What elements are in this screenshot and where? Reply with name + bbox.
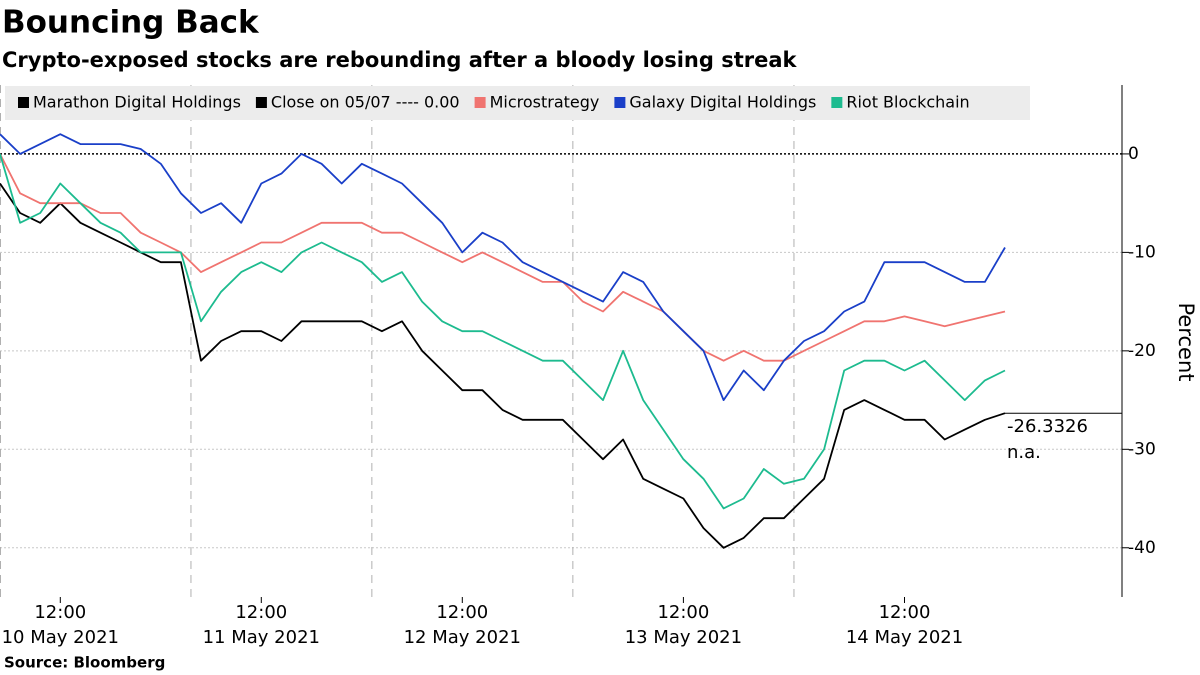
legend-swatch — [474, 97, 486, 108]
series-line — [0, 133, 1006, 401]
y-tick-label: -30 — [1128, 439, 1156, 459]
x-tick-label: 11 May 2021 — [203, 627, 320, 648]
series-line — [0, 182, 1006, 549]
end-value-label: -26.3326 — [1007, 416, 1088, 437]
x-tick-label: 14 May 2021 — [846, 627, 963, 648]
y-axis-label: Percent — [1174, 302, 1198, 381]
y-tick-label: -20 — [1128, 341, 1156, 361]
y-tick-label: -10 — [1128, 242, 1156, 262]
x-tick-label: 10 May 2021 — [2, 627, 119, 648]
source: Source: Bloomberg — [4, 654, 165, 672]
legend-swatch — [614, 97, 626, 108]
legend-swatch — [255, 97, 267, 108]
chart-subtitle: Crypto-exposed stocks are rebounding aft… — [2, 48, 798, 72]
legend-swatch — [831, 97, 843, 108]
x-tick-label: 12:00 — [235, 602, 287, 623]
legend-label: Riot Blockchain — [846, 93, 969, 112]
x-tick-label: 13 May 2021 — [625, 627, 742, 648]
x-tick-label: 12:00 — [657, 602, 709, 623]
legend-label: Microstrategy — [490, 93, 600, 112]
x-tick-label: 12:00 — [879, 602, 931, 623]
y-tick-label: -40 — [1128, 538, 1156, 558]
series-line — [0, 153, 1006, 510]
legend-label: Galaxy Digital Holdings — [629, 93, 816, 112]
chart-title: Bouncing Back — [2, 5, 260, 41]
x-tick-label: 12 May 2021 — [404, 627, 521, 648]
end-value-note: n.a. — [1007, 442, 1041, 463]
x-tick-label: 12:00 — [34, 602, 86, 623]
legend-swatch — [18, 97, 29, 108]
y-tick-label: 0 — [1128, 144, 1139, 164]
series-line — [0, 153, 1006, 362]
legend-label: Close on 05/07 ---- 0.00 — [271, 93, 460, 112]
legend-label: Marathon Digital Holdings — [33, 93, 241, 112]
legend-background — [5, 86, 1030, 120]
x-tick-label: 12:00 — [436, 602, 488, 623]
